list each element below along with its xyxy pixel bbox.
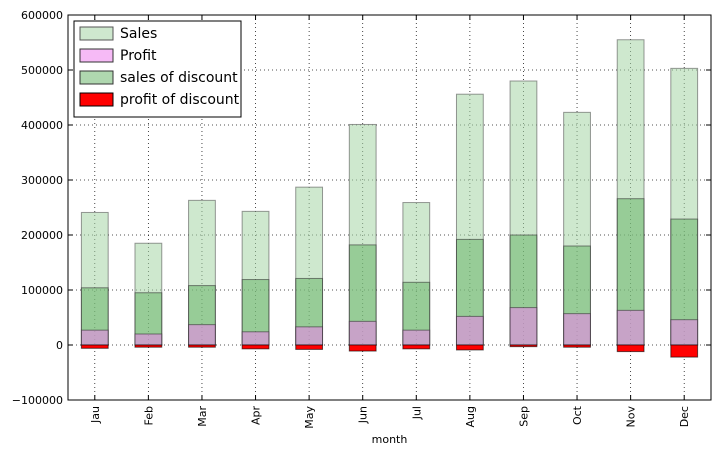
bar-profit xyxy=(80,329,109,346)
bar-profit xyxy=(670,319,699,346)
x-tick-label: Sep xyxy=(517,406,530,427)
legend: Sales Profit sales of discount profit of di… xyxy=(73,20,242,118)
bar-profit-of-discount xyxy=(509,344,538,348)
x-tick-label: Aug xyxy=(464,406,477,427)
y-tick-label: −100000 xyxy=(12,394,63,407)
legend-swatch xyxy=(79,48,114,63)
x-tick-label: Jau xyxy=(89,406,102,424)
x-tick-label: Jun xyxy=(357,406,370,424)
bar-profit xyxy=(509,307,538,346)
y-tick-label: 200000 xyxy=(21,229,63,242)
legend-label: Sales xyxy=(120,26,157,42)
ticks-layer: −100000 0 100000 200000 300000 400000 500000 60… xyxy=(12,9,711,429)
bars-layer xyxy=(80,39,699,358)
x-tick-label: Dec xyxy=(678,406,691,427)
x-tick-label: Mar xyxy=(196,406,209,427)
bar-profit-of-discount xyxy=(80,344,109,349)
bar-profit xyxy=(348,320,377,346)
y-tick-label: 500000 xyxy=(21,64,63,77)
y-tick-label: 600000 xyxy=(21,9,63,22)
x-tick-label: Nov xyxy=(625,406,638,428)
x-tick-label: Apr xyxy=(250,406,263,426)
bar-profit-of-discount xyxy=(134,344,163,348)
plot-frame xyxy=(67,14,712,401)
bar-profit xyxy=(616,309,645,346)
bar-profit-of-discount xyxy=(670,344,699,358)
bar-profit-of-discount xyxy=(455,344,484,351)
bar-profit xyxy=(402,329,431,346)
legend-swatch xyxy=(79,70,114,85)
y-tick-label: 300000 xyxy=(21,174,63,187)
x-tick-label: Feb xyxy=(142,406,155,425)
bar-profit-of-discount xyxy=(188,344,216,348)
x-tick-label: Jul xyxy=(410,406,423,420)
bar-profit-of-discount xyxy=(563,344,591,348)
bar-profit xyxy=(188,324,216,346)
x-tick-label: Oct xyxy=(571,405,584,425)
bar-profit xyxy=(563,313,591,346)
bar-profit xyxy=(134,333,163,346)
legend-label: sales of discount xyxy=(120,70,238,86)
bar-profit-of-discount xyxy=(616,344,645,353)
bar-profit-of-discount xyxy=(402,344,431,350)
bar-profit-of-discount xyxy=(295,344,324,350)
x-axis-title: month xyxy=(372,433,408,446)
bar-profit xyxy=(295,326,324,346)
bar-profit xyxy=(241,331,270,346)
y-tick-label: 100000 xyxy=(21,284,63,297)
bar-profit-of-discount xyxy=(241,344,270,350)
legend-label: Profit xyxy=(120,48,157,64)
bar-profit-of-discount xyxy=(348,344,377,352)
legend-swatch xyxy=(79,26,114,41)
legend-swatch xyxy=(79,92,114,107)
x-tick-label: May xyxy=(303,406,316,429)
y-tick-label: 400000 xyxy=(21,119,63,132)
legend-label: profit of discount xyxy=(120,92,240,108)
y-tick-label: 0 xyxy=(56,339,63,352)
bar-profit xyxy=(455,315,484,346)
